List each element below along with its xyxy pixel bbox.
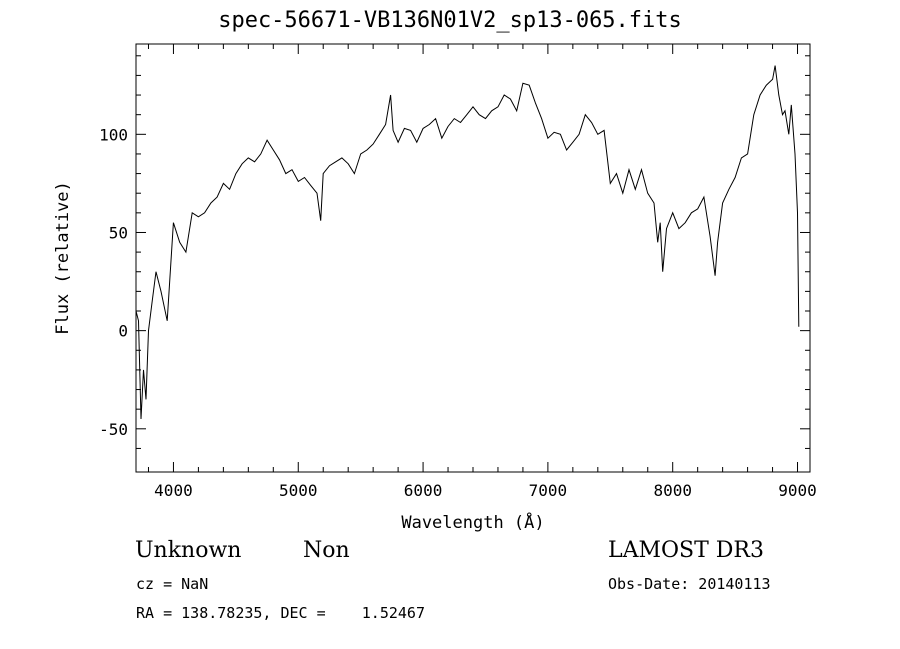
survey-label: LAMOST DR3 — [608, 538, 764, 563]
axis-ticks — [136, 44, 810, 472]
x-tick-labels: 4000 5000 6000 7000 8000 9000 — [154, 481, 817, 500]
x-tick-label: 9000 — [778, 481, 817, 500]
y-tick-labels: -50 0 50 100 — [99, 125, 128, 438]
object-class: Unknown — [135, 538, 242, 563]
y-tick-label: 0 — [118, 322, 128, 341]
x-tick-label: 5000 — [279, 481, 318, 500]
y-tick-label: 100 — [99, 125, 128, 144]
y-axis-label: Flux (relative) — [53, 181, 73, 335]
y-tick-label: -50 — [99, 420, 128, 439]
x-tick-label: 6000 — [404, 481, 443, 500]
plot-frame — [135, 43, 811, 473]
observation-date: Obs-Date: 20140113 — [608, 575, 771, 593]
x-tick-label: 8000 — [653, 481, 692, 500]
object-subclass: Non — [303, 538, 350, 563]
redshift-cz: cz = NaN — [136, 575, 209, 593]
x-tick-label: 7000 — [529, 481, 568, 500]
x-axis-label: Wavelength (Å) — [401, 511, 544, 533]
spectrum-line — [135, 65, 800, 420]
chart-title: spec-56671-VB136N01V2_sp13-065.fits — [218, 8, 682, 33]
x-tick-label: 4000 — [154, 481, 193, 500]
coordinates: RA = 138.78235, DEC = 1.52467 — [136, 604, 425, 622]
y-tick-label: 50 — [109, 223, 128, 242]
